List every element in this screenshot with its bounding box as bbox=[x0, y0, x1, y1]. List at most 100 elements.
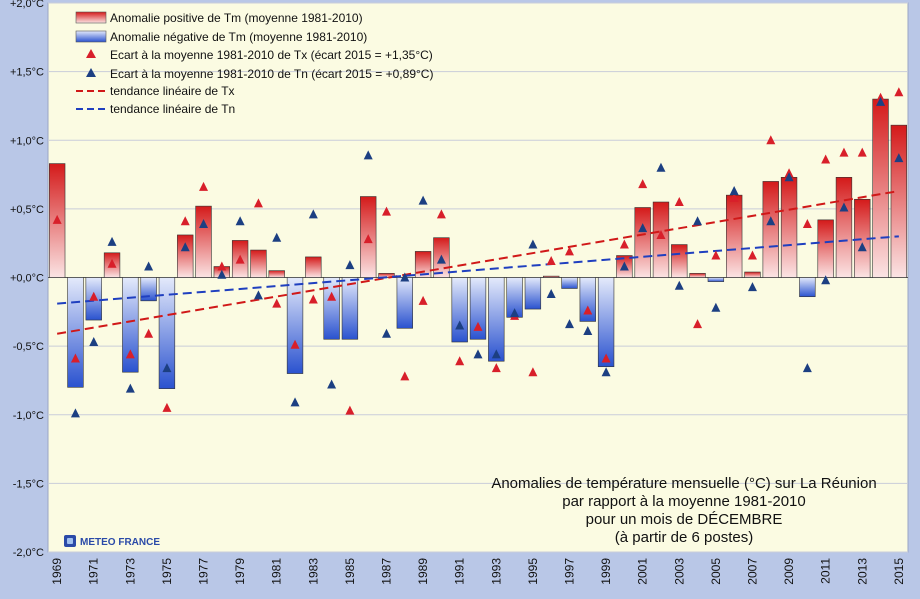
tn-marker bbox=[144, 261, 154, 271]
tx-marker bbox=[107, 258, 117, 268]
legend-label-tx: Ecart à la moyenne 1981-2010 de Tx (écar… bbox=[110, 48, 433, 62]
tn-marker bbox=[253, 290, 263, 300]
positive-anomaly-bar bbox=[305, 256, 322, 278]
y-tick-label: +1,0°C bbox=[10, 135, 44, 147]
positive-anomaly-bar bbox=[762, 181, 779, 278]
positive-anomaly-bar bbox=[268, 270, 285, 278]
legend-label-positive: Anomalie positive de Tm (moyenne 1981-20… bbox=[110, 11, 363, 25]
tx-marker bbox=[894, 87, 904, 97]
tn-marker bbox=[363, 150, 373, 160]
tx-marker bbox=[272, 298, 282, 308]
positive-anomaly-bar bbox=[872, 98, 889, 278]
tx-marker bbox=[89, 291, 99, 301]
logo-text: METEO FRANCE bbox=[80, 537, 160, 548]
meteo-france-logo: METEO FRANCE bbox=[64, 535, 160, 548]
y-tick-label: -1,5°C bbox=[13, 478, 44, 490]
x-tick-label: 2001 bbox=[636, 558, 650, 585]
x-tick-label: 2013 bbox=[855, 558, 869, 585]
tx-marker bbox=[528, 367, 538, 377]
x-tick-label: 2005 bbox=[709, 558, 723, 585]
tn-trend-line bbox=[57, 235, 899, 305]
tn-marker bbox=[894, 153, 904, 163]
tn-marker bbox=[747, 282, 757, 292]
positive-anomaly-bar bbox=[890, 124, 908, 278]
positive-anomaly-bar bbox=[634, 207, 651, 278]
tx-marker bbox=[601, 353, 611, 363]
y-tick-label: +2,0°C bbox=[10, 0, 44, 10]
positive-anomaly-bar bbox=[835, 177, 853, 278]
tn-marker bbox=[455, 320, 465, 330]
positive-anomaly-bar bbox=[414, 251, 432, 278]
y-tick-label: -0,5°C bbox=[13, 341, 44, 353]
negative-anomaly-bar bbox=[707, 277, 725, 282]
legend: Anomalie positive de Tm (moyenne 1981-20… bbox=[75, 11, 433, 116]
tn-marker bbox=[89, 337, 99, 347]
legend-swatch-negative bbox=[75, 30, 107, 43]
annotation-line-4: (à partir de 6 postes) bbox=[615, 529, 753, 546]
negative-anomaly-bar bbox=[597, 277, 615, 368]
negative-anomaly-bar bbox=[488, 277, 505, 362]
x-tick-label: 1989 bbox=[416, 558, 430, 585]
x-tick-label: 1981 bbox=[270, 558, 284, 585]
tn-marker bbox=[345, 260, 355, 270]
x-tick-label: 2009 bbox=[782, 558, 796, 585]
x-tick-label: 1987 bbox=[380, 558, 394, 585]
y-tick-label: -2,0°C bbox=[13, 547, 44, 559]
negative-anomaly-bar bbox=[158, 277, 176, 389]
tx-marker bbox=[327, 291, 337, 301]
tx-marker bbox=[656, 229, 666, 239]
tx-marker bbox=[308, 294, 318, 304]
tn-marker bbox=[217, 269, 227, 279]
tn-marker bbox=[510, 308, 520, 318]
tx-marker bbox=[180, 216, 190, 226]
tx-marker bbox=[583, 305, 593, 315]
x-tick-label: 1971 bbox=[87, 558, 101, 585]
tn-marker bbox=[70, 408, 80, 418]
tx-marker bbox=[491, 363, 501, 373]
legend-marker-tn bbox=[86, 68, 96, 77]
tx-marker bbox=[144, 328, 154, 338]
tn-marker bbox=[693, 216, 703, 226]
tn-marker bbox=[418, 195, 428, 205]
negative-anomaly-bar bbox=[122, 277, 139, 373]
x-tick-label: 1979 bbox=[233, 558, 247, 585]
x-tick-label: 1993 bbox=[489, 558, 503, 585]
tx-marker bbox=[711, 250, 721, 260]
tx-marker bbox=[253, 198, 263, 208]
tx-marker bbox=[217, 261, 227, 271]
positive-anomaly-bar bbox=[177, 234, 194, 278]
x-tick-label: 1985 bbox=[343, 558, 357, 585]
negative-anomaly-bar bbox=[396, 277, 413, 329]
positive-anomaly-bar bbox=[726, 194, 743, 278]
tx-marker bbox=[802, 218, 812, 228]
tn-marker bbox=[308, 209, 318, 219]
tx-marker bbox=[729, 192, 739, 202]
tx-marker bbox=[418, 295, 428, 305]
tx-marker bbox=[125, 349, 135, 359]
tx-marker bbox=[345, 405, 355, 415]
tn-marker bbox=[876, 96, 886, 106]
tx-marker bbox=[619, 239, 629, 249]
negative-anomaly-bar bbox=[323, 277, 340, 340]
tx-trend-line bbox=[56, 190, 900, 335]
x-tick-label: 1991 bbox=[453, 558, 467, 585]
x-tick-label: 2011 bbox=[819, 558, 833, 584]
tx-marker bbox=[766, 135, 776, 145]
tn-marker bbox=[235, 216, 245, 226]
tx-marker bbox=[455, 356, 465, 366]
tx-marker bbox=[821, 154, 831, 164]
tx-marker bbox=[52, 214, 62, 224]
positive-anomaly-bar bbox=[250, 249, 267, 278]
annotation-line-1: Anomalies de température mensuelle (°C) … bbox=[491, 475, 876, 492]
tx-tn-markers bbox=[52, 87, 904, 418]
chart-annotation: Anomalies de température mensuelle (°C) … bbox=[491, 475, 876, 546]
positive-anomaly-bar bbox=[780, 177, 798, 278]
negative-anomaly-bar bbox=[341, 277, 359, 340]
y-tick-label: +0,0°C bbox=[10, 273, 44, 285]
tn-marker bbox=[491, 349, 501, 359]
x-tick-label: 1977 bbox=[197, 558, 211, 585]
tn-marker bbox=[711, 302, 721, 312]
tx-marker bbox=[363, 234, 373, 244]
x-tick-label: 1973 bbox=[123, 558, 137, 585]
